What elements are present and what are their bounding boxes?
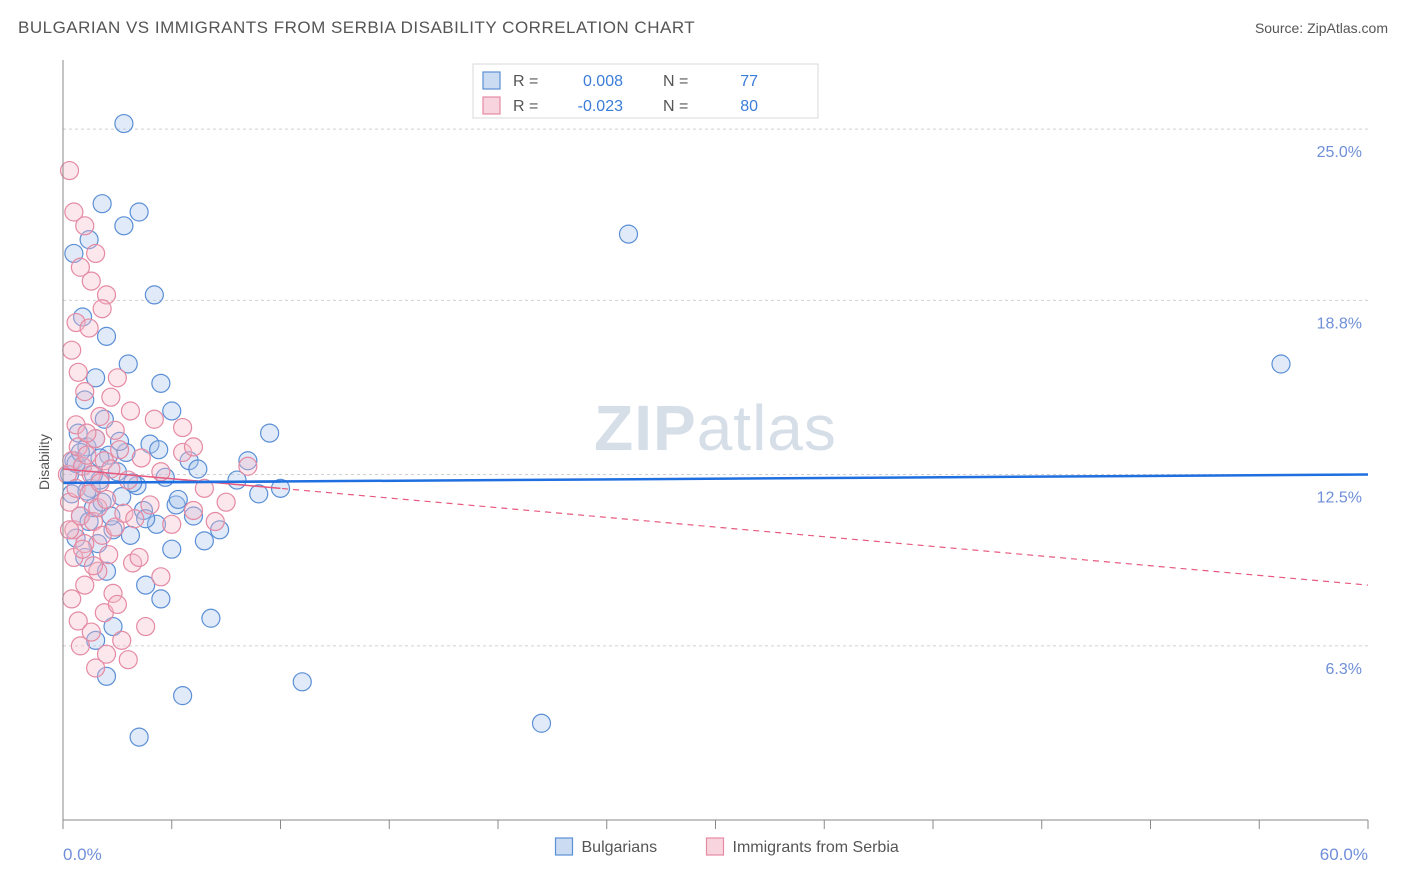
scatter-point-bulgarians xyxy=(163,402,181,420)
scatter-point-bulgarians xyxy=(145,286,163,304)
scatter-point-bulgarians xyxy=(130,203,148,221)
scatter-point-bulgarians xyxy=(533,714,551,732)
scatter-point-bulgarians xyxy=(93,195,111,213)
ytick-label: 6.3% xyxy=(1326,661,1362,678)
scatter-point-bulgarians xyxy=(152,374,170,392)
source-attribution: Source: ZipAtlas.com xyxy=(1255,20,1388,36)
scatter-point-serbia xyxy=(121,402,139,420)
scatter-point-serbia xyxy=(137,618,155,636)
scatter-point-serbia xyxy=(76,383,94,401)
legend-n-value-serbia: 80 xyxy=(740,98,758,115)
scatter-point-serbia xyxy=(74,540,92,558)
scatter-point-serbia xyxy=(217,493,235,511)
watermark: ZIPatlas xyxy=(594,392,837,464)
scatter-point-serbia xyxy=(152,568,170,586)
scatter-point-serbia xyxy=(141,496,159,514)
scatter-point-serbia xyxy=(76,576,94,594)
bottom-legend-swatch-bulgarians xyxy=(556,838,573,855)
scatter-point-serbia xyxy=(113,631,131,649)
scatter-point-bulgarians xyxy=(620,225,638,243)
scatter-point-bulgarians xyxy=(195,532,213,550)
scatter-point-serbia xyxy=(84,557,102,575)
scatter-point-bulgarians xyxy=(261,424,279,442)
scatter-point-serbia xyxy=(102,460,120,478)
ytick-label: 25.0% xyxy=(1317,144,1362,161)
legend-r-label: R = xyxy=(513,98,538,115)
scatter-point-serbia xyxy=(185,501,203,519)
scatter-point-serbia xyxy=(76,217,94,235)
scatter-point-bulgarians xyxy=(115,217,133,235)
x-end-label: 60.0% xyxy=(1320,845,1368,864)
legend-r-value-bulgarians: 0.008 xyxy=(583,73,623,90)
scatter-point-serbia xyxy=(102,388,120,406)
scatter-point-serbia xyxy=(108,595,126,613)
scatter-point-bulgarians xyxy=(163,540,181,558)
scatter-point-serbia xyxy=(132,449,150,467)
scatter-point-serbia xyxy=(69,363,87,381)
scatter-point-serbia xyxy=(91,408,109,426)
bottom-legend-swatch-serbia xyxy=(707,838,724,855)
scatter-point-bulgarians xyxy=(293,673,311,691)
scatter-point-bulgarians xyxy=(202,609,220,627)
scatter-point-bulgarians xyxy=(115,115,133,133)
scatter-point-bulgarians xyxy=(1272,355,1290,373)
legend-n-value-bulgarians: 77 xyxy=(740,73,758,90)
scatter-point-serbia xyxy=(106,421,124,439)
scatter-point-serbia xyxy=(71,637,89,655)
scatter-point-serbia xyxy=(82,272,100,290)
scatter-point-bulgarians xyxy=(98,327,116,345)
scatter-point-serbia xyxy=(87,244,105,262)
chart-title: BULGARIAN VS IMMIGRANTS FROM SERBIA DISA… xyxy=(18,18,695,38)
scatter-point-bulgarians xyxy=(189,460,207,478)
scatter-point-serbia xyxy=(163,515,181,533)
source-name: ZipAtlas.com xyxy=(1307,20,1388,36)
scatter-point-serbia xyxy=(63,341,81,359)
bottom-legend-label-serbia: Immigrants from Serbia xyxy=(733,839,899,856)
scatter-point-serbia xyxy=(185,438,203,456)
legend-n-label: N = xyxy=(663,98,688,115)
x-start-label: 0.0% xyxy=(63,845,102,864)
scatter-point-serbia xyxy=(126,510,144,528)
scatter-point-serbia xyxy=(130,548,148,566)
bottom-legend-label-bulgarians: Bulgarians xyxy=(582,839,658,856)
y-axis-label: Disability xyxy=(36,434,52,490)
scatter-point-bulgarians xyxy=(130,728,148,746)
scatter-point-serbia xyxy=(111,441,129,459)
scatter-point-serbia xyxy=(80,319,98,337)
scatter-point-serbia xyxy=(63,590,81,608)
scatter-point-serbia xyxy=(145,410,163,428)
scatter-point-serbia xyxy=(174,419,192,437)
scatter-point-serbia xyxy=(108,369,126,387)
trend-full-bulgarians xyxy=(63,475,1368,483)
scatter-point-bulgarians xyxy=(150,441,168,459)
scatter-point-serbia xyxy=(93,300,111,318)
scatter-point-serbia xyxy=(98,490,116,508)
source-prefix: Source: xyxy=(1255,20,1307,36)
legend-swatch-serbia xyxy=(483,97,500,114)
correlation-scatter-chart: 6.3% 12.5% 18.8% 25.0% ZIPatlas 0.0% 60.0% R = 0… xyxy=(18,50,1388,874)
legend-n-label: N = xyxy=(663,73,688,90)
scatter-point-bulgarians xyxy=(152,590,170,608)
scatter-point-bulgarians xyxy=(174,687,192,705)
scatter-point-serbia xyxy=(78,446,96,464)
scatter-point-serbia xyxy=(119,651,137,669)
scatter-point-serbia xyxy=(206,513,224,531)
scatter-point-serbia xyxy=(239,457,257,475)
scatter-point-serbia xyxy=(78,424,96,442)
scatter-point-serbia xyxy=(98,645,116,663)
scatter-point-serbia xyxy=(100,546,118,564)
scatter-point-bulgarians xyxy=(169,490,187,508)
ytick-label: 18.8% xyxy=(1317,315,1362,332)
legend-r-label: R = xyxy=(513,73,538,90)
legend-r-value-serbia: -0.023 xyxy=(578,98,623,115)
legend-swatch-bulgarians xyxy=(483,72,500,89)
ytick-label: 12.5% xyxy=(1317,490,1362,507)
